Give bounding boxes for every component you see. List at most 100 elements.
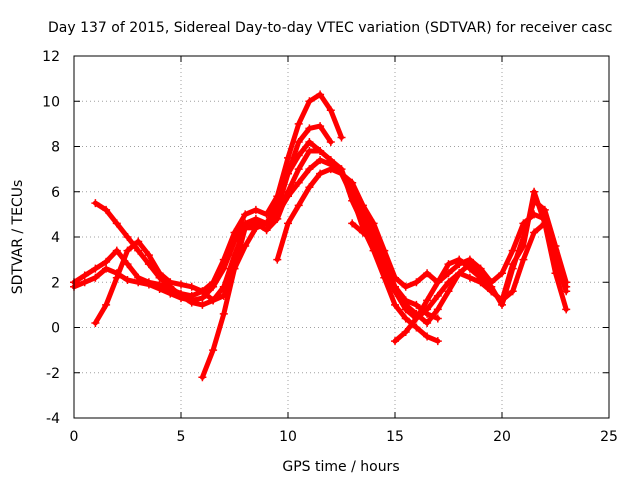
data-point [412, 278, 421, 287]
data-point [273, 255, 282, 264]
data-point [273, 210, 282, 219]
data-point [508, 287, 517, 296]
data-point [305, 147, 314, 156]
data-point [209, 296, 218, 305]
data-point [102, 205, 111, 214]
data-point [530, 228, 539, 237]
data-point [187, 282, 196, 291]
data-point [305, 183, 314, 192]
data-point [465, 273, 474, 282]
data-point [562, 278, 571, 287]
data-point [476, 278, 485, 287]
data-point [144, 251, 153, 260]
data-point [123, 246, 132, 255]
data-point [476, 269, 485, 278]
data-point [294, 151, 303, 160]
y-tick-label: 8 [51, 140, 60, 156]
data-point [198, 294, 207, 303]
data-point [80, 271, 89, 280]
data-point [230, 264, 239, 273]
data-point [134, 278, 143, 287]
data-point [401, 314, 410, 323]
data-point [498, 296, 506, 305]
y-ticks: -4 -2 0 2 4 6 8 10 12 [42, 49, 609, 427]
data-point [412, 323, 421, 332]
data-point [487, 287, 496, 296]
y-tick-label: -2 [46, 366, 60, 382]
data-point [80, 278, 89, 287]
data-point [337, 133, 346, 142]
x-tick-label: 15 [386, 429, 404, 445]
data-point [241, 223, 250, 232]
data-point [316, 169, 325, 178]
data-point [209, 282, 218, 291]
y-axis-label: SDTVAR / TECUs [10, 180, 26, 295]
data-point [433, 337, 442, 346]
data-point [551, 269, 560, 278]
data-point [316, 90, 325, 99]
data-point [358, 201, 367, 210]
data-point [251, 223, 260, 232]
data-point [102, 257, 111, 266]
data-point [562, 287, 571, 296]
y-tick-label: 6 [51, 185, 60, 201]
data-point [198, 300, 207, 309]
data-point [348, 219, 357, 228]
data-point [112, 246, 121, 255]
data-point [391, 287, 399, 296]
data-point [519, 255, 528, 264]
x-tick-label: 0 [70, 429, 79, 445]
x-tick-label: 5 [177, 429, 186, 445]
x-ticks: 0 5 10 15 20 25 [70, 56, 618, 445]
data-point [219, 309, 228, 318]
data-point [326, 106, 335, 115]
data-point [391, 337, 399, 346]
data-point [123, 275, 132, 284]
data-point [423, 305, 432, 314]
data-point [444, 269, 453, 278]
data-point [305, 97, 314, 106]
data-point [465, 260, 474, 269]
data-point [423, 269, 432, 278]
series-track-d [92, 139, 441, 344]
data-point [187, 298, 196, 307]
data-point [91, 273, 100, 282]
data-point [508, 246, 517, 255]
y-tick-label: 4 [51, 230, 60, 246]
data-point [455, 269, 464, 278]
chart-title: Day 137 of 2015, Sidereal Day-to-day VTE… [48, 20, 612, 36]
data-point [508, 260, 517, 269]
data-point [444, 287, 453, 296]
data-point [423, 318, 432, 327]
data-point [391, 300, 399, 309]
data-point [112, 219, 121, 228]
data-point [102, 300, 111, 309]
data-point [305, 165, 314, 174]
data-point [412, 314, 421, 323]
grid-lines [74, 56, 609, 418]
data-point [284, 153, 292, 162]
data-point [401, 282, 410, 291]
data-point [251, 205, 260, 214]
data-point [284, 192, 292, 201]
data-point [294, 178, 303, 187]
data-point [166, 289, 175, 298]
data-point [455, 260, 464, 269]
y-tick-label: 0 [51, 321, 60, 337]
data-point [305, 124, 314, 133]
data-point [433, 278, 442, 287]
y-tick-label: 12 [42, 49, 60, 65]
data-point [316, 147, 325, 156]
data-point [241, 210, 250, 219]
data-point [155, 269, 164, 278]
data-point [316, 156, 325, 165]
x-tick-label: 10 [279, 429, 297, 445]
data-point [284, 219, 292, 228]
data-point [444, 260, 453, 269]
data-point [316, 122, 325, 131]
y-tick-label: 2 [51, 275, 60, 291]
y-tick-label: 10 [42, 94, 60, 110]
data-point [519, 242, 528, 251]
data-point [369, 237, 378, 246]
